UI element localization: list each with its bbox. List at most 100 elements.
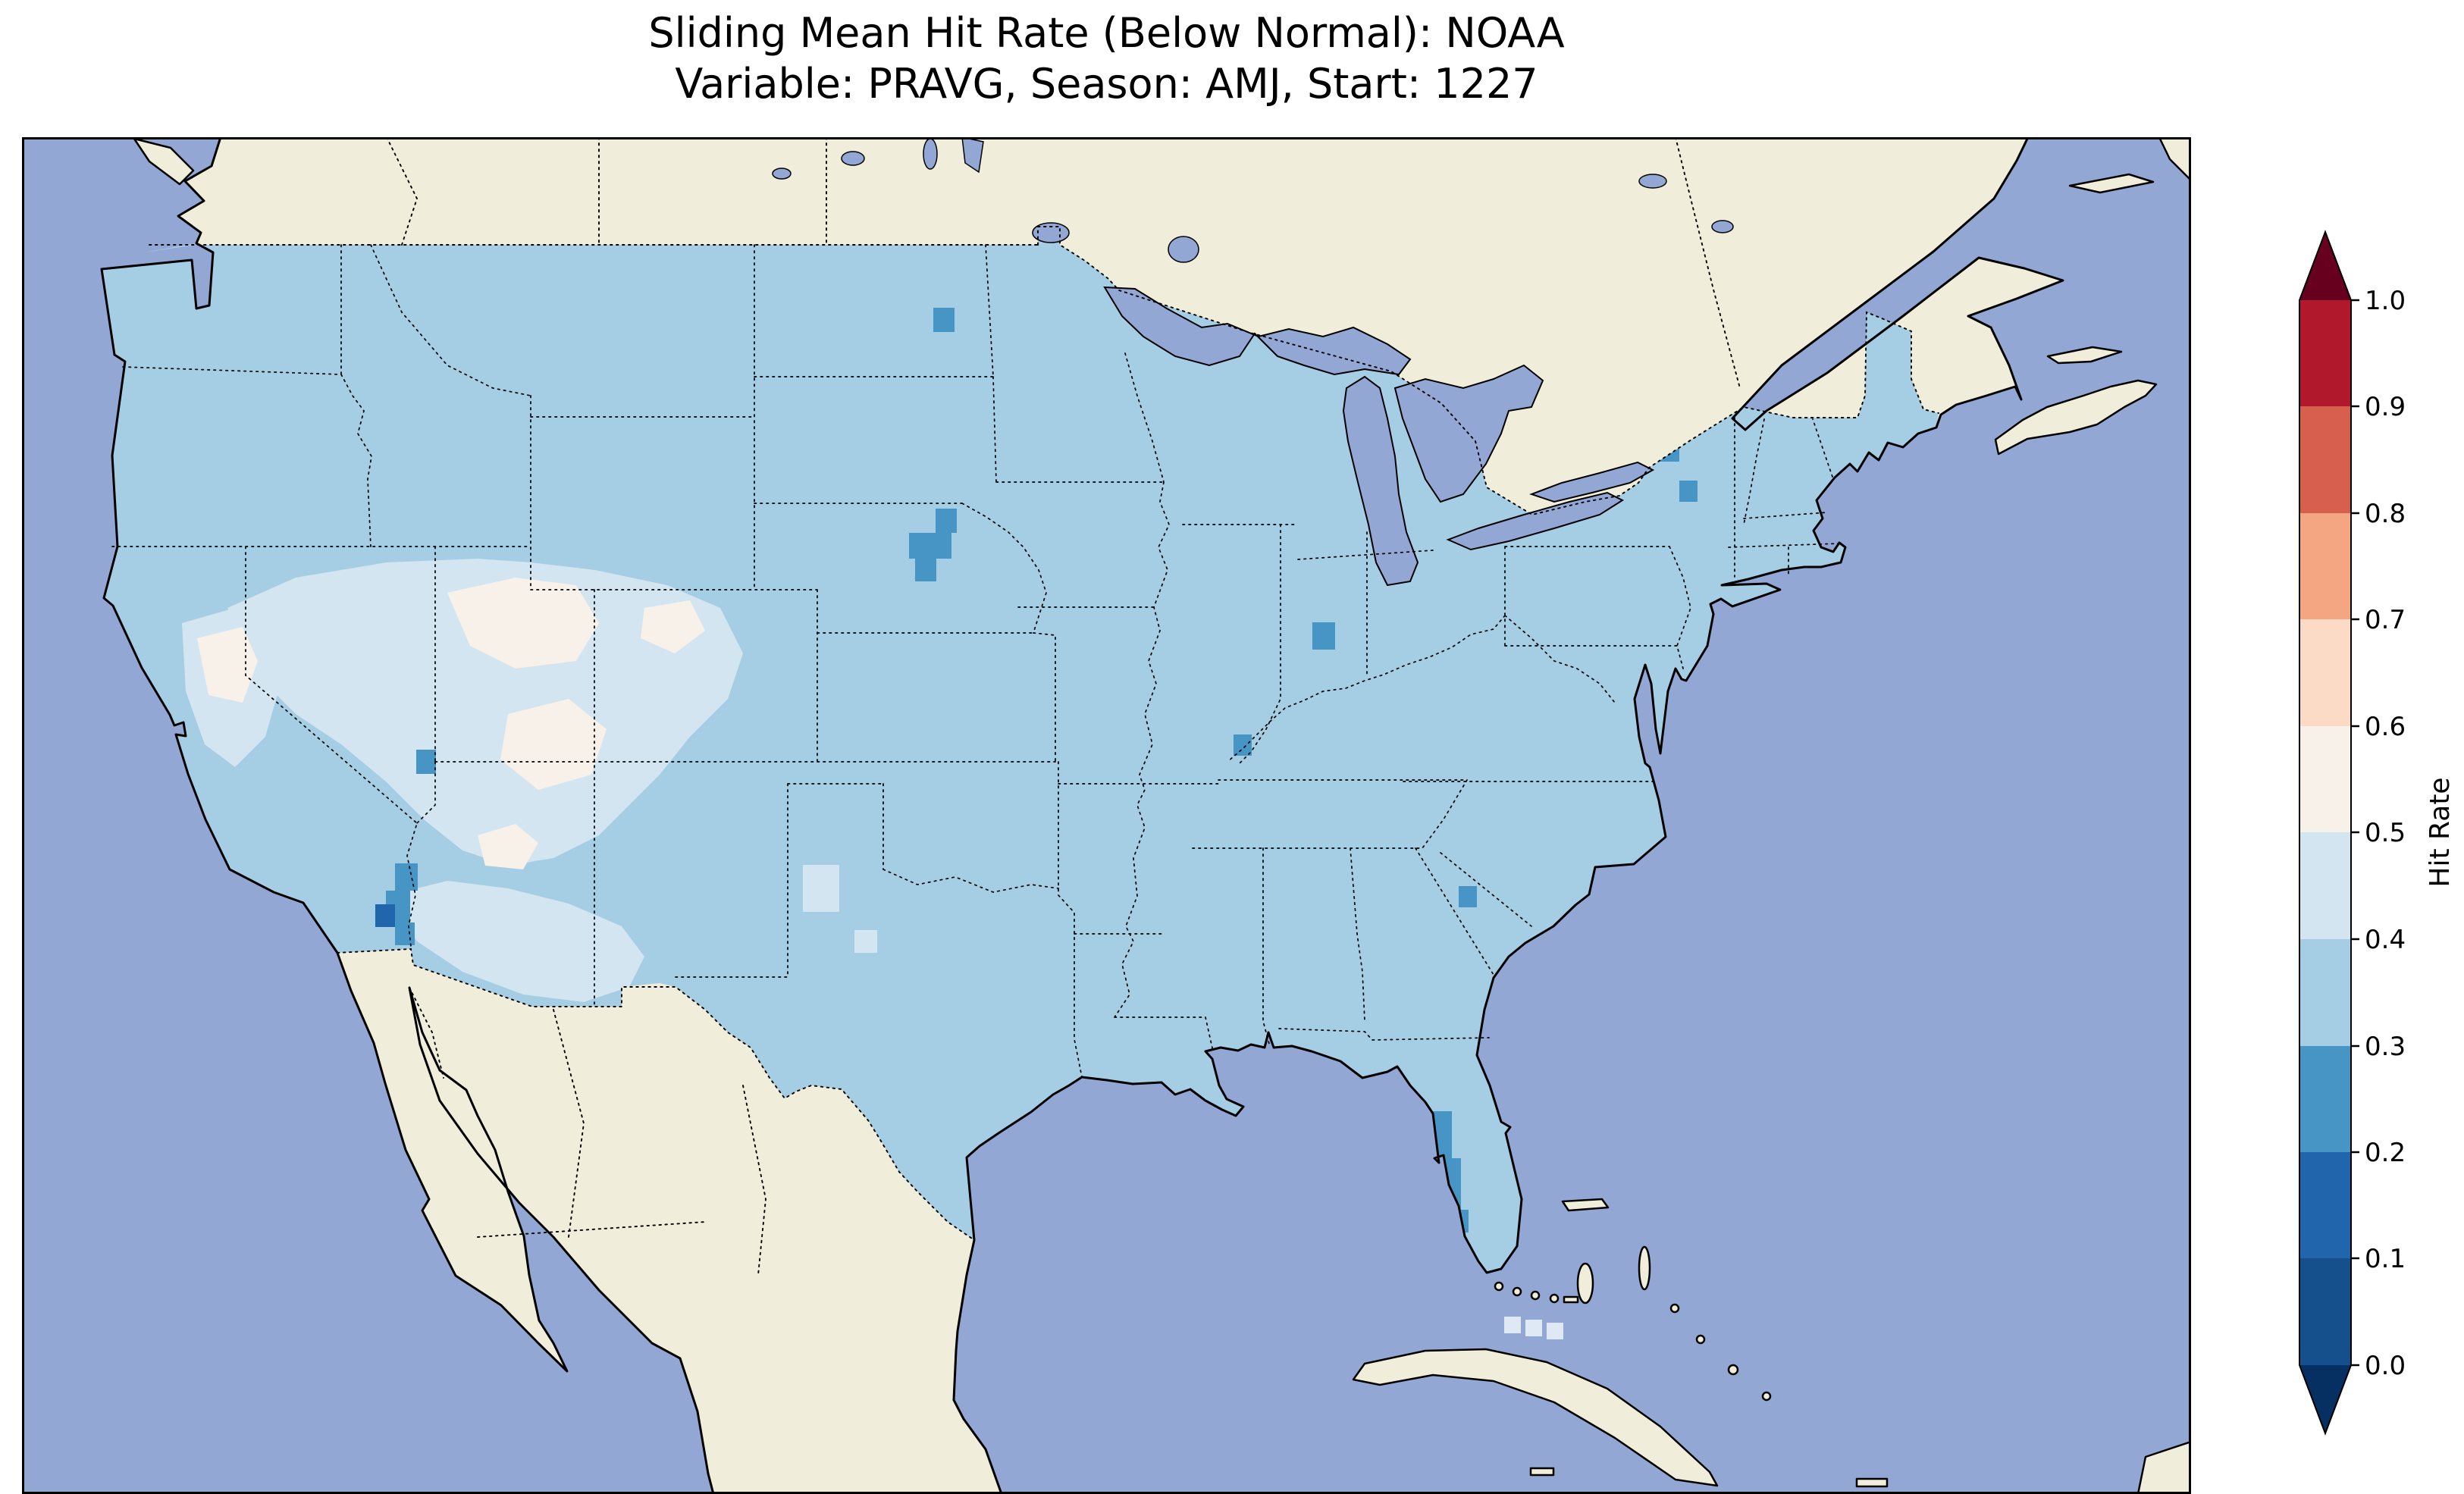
bahama-cay	[1761, 1391, 1772, 1402]
tick-label: 0.1	[2365, 1244, 2406, 1274]
map-frame	[22, 137, 2191, 1494]
hit-rate-cell-new-york	[1679, 481, 1698, 502]
lake-erie	[1446, 491, 1625, 551]
tick-label: 0.0	[2365, 1351, 2406, 1381]
newfoundland-corner	[2158, 137, 2191, 182]
tick-label: 0.6	[2365, 712, 2406, 742]
mexico-state-borders	[409, 987, 766, 1276]
hit-rate-cell-kentucky	[1234, 734, 1252, 756]
florida-key	[1549, 1293, 1560, 1304]
hit-rate-cell-colorado-river	[395, 922, 415, 945]
lake-winnipeg	[961, 137, 984, 174]
jamaica-sliver	[1855, 1477, 1889, 1488]
quebec-lake	[1638, 174, 1667, 189]
country-borders	[149, 137, 1939, 1276]
cells-keys-pale	[1504, 1317, 1563, 1339]
conus-hit-rate-base	[102, 227, 1939, 1273]
colorbar-band	[2299, 939, 2351, 1046]
colorbar-ticks	[2351, 299, 2359, 1367]
grand-bahama	[1561, 1198, 1610, 1212]
patch-utah-white	[500, 699, 607, 790]
nova-scotia	[1994, 379, 2158, 456]
colorbar-band	[2299, 1258, 2351, 1365]
tick-label: 0.9	[2365, 392, 2406, 422]
tick-label: 0.8	[2365, 499, 2406, 529]
map-axes	[22, 137, 2191, 1494]
colorbar-bands	[2299, 232, 2351, 1433]
lake-ontario	[1529, 461, 1655, 503]
patch-california-white	[197, 627, 258, 703]
hit-rate-cell-colorado-river	[395, 863, 418, 891]
florida-key	[1512, 1286, 1522, 1297]
tick-label: 0.4	[2365, 925, 2406, 955]
colorbar-band	[2299, 300, 2351, 407]
eleuthera-island	[1638, 1245, 1651, 1291]
florida-key	[1530, 1290, 1541, 1301]
state-border-lines	[111, 244, 1841, 1078]
cells-0.1-0.2	[375, 904, 395, 927]
hit-rate-cell	[854, 930, 877, 953]
andros-island	[1576, 1262, 1594, 1305]
patch-southern-arizona	[387, 881, 644, 1002]
bahama-cay	[1695, 1334, 1706, 1345]
canada-province-borders	[386, 137, 1741, 389]
canada-lakes	[772, 137, 1734, 263]
bahama-cay	[1669, 1303, 1680, 1314]
hit-rate-cell-north-dakota	[933, 308, 955, 332]
islands	[133, 137, 2191, 1494]
coastline	[100, 137, 2064, 1494]
hit-rate-patches	[182, 308, 1698, 1232]
cells-0.2-0.3	[386, 308, 1698, 1232]
tick-label: 0.5	[2365, 818, 2406, 848]
colorbar-band	[2299, 619, 2351, 726]
lake-winnipegosis	[923, 138, 938, 170]
conus-hit-rate-map	[22, 137, 2191, 1494]
hit-rate-cell	[1525, 1320, 1542, 1336]
colorbar-band	[2299, 406, 2351, 513]
hit-rate-cell	[1547, 1323, 1563, 1339]
colorbar-band	[2299, 1152, 2351, 1259]
florida-key	[1494, 1281, 1504, 1292]
lake-of-the-woods	[1032, 222, 1070, 243]
lake-superior	[1103, 286, 1412, 376]
colorbar-axis-label: Hit Rate	[2425, 777, 2456, 887]
colorbar-band	[2299, 726, 2351, 833]
lake-michigan	[1342, 375, 1419, 587]
colorbar-extend-high	[2299, 232, 2351, 300]
us-canada-border	[149, 226, 1939, 516]
hit-rate-cell-arizona-low	[375, 904, 395, 927]
us-state-borders	[111, 244, 1841, 1078]
hit-rate-cell-nebraska	[909, 533, 951, 559]
patch-nevada-white	[447, 578, 599, 669]
bahama-cay	[1727, 1364, 1739, 1376]
saskatchewan-lake	[772, 168, 792, 180]
title-line-2: Variable: PRAVG, Season: AMJ, Start: 122…	[675, 60, 1538, 108]
coastline-west	[100, 137, 715, 1494]
tick-label: 1.0	[2365, 286, 2406, 316]
colorbar-tick-labels: 1.0 0.9 0.8 0.7 0.6 0.5 0.4 0.3 0.2 0.1 …	[2365, 286, 2406, 1381]
patch-great-basin	[227, 559, 743, 866]
title-line-1: Sliding Mean Hit Rate (Below Normal): NO…	[648, 9, 1565, 57]
tick-label: 0.2	[2365, 1138, 2406, 1168]
colorbar-band	[2299, 832, 2351, 939]
us-mexico-border	[337, 948, 975, 1241]
hit-rate-cell-nebraska	[936, 509, 957, 533]
vancouver-island	[133, 137, 195, 186]
saskatchewan-lake	[841, 151, 865, 166]
hit-rate-cell-nevada	[416, 750, 436, 774]
hispaniola-corner	[2136, 1440, 2191, 1494]
colorbar-svg: 1.0 0.9 0.8 0.7 0.6 0.5 0.4 0.3 0.2 0.1 …	[2299, 230, 2456, 1436]
colorbar-band	[2299, 513, 2351, 620]
colorbar-band	[2299, 1046, 2351, 1153]
tick-label: 0.3	[2365, 1032, 2406, 1062]
tick-label: 0.7	[2365, 605, 2406, 635]
cayman-island	[1529, 1467, 1555, 1477]
quebec-lake	[1711, 220, 1734, 233]
hit-rate-cell	[803, 865, 839, 912]
hit-rate-cell	[1504, 1317, 1521, 1333]
colorbar-extend-low	[2299, 1365, 2351, 1433]
hit-rate-cell-nebraska	[915, 559, 936, 581]
hit-rate-cell-south-carolina	[1459, 886, 1477, 907]
prince-edward-island	[2046, 346, 2123, 365]
patches-0.5-0.6	[197, 578, 705, 869]
